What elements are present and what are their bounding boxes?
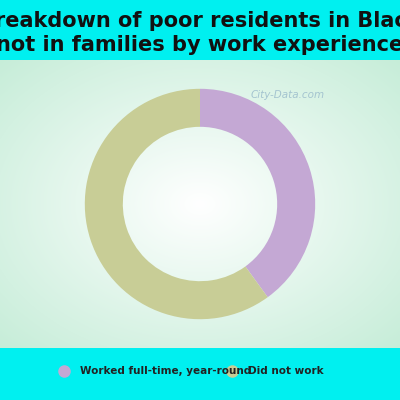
- Wedge shape: [200, 89, 315, 297]
- Text: City-Data.com: City-Data.com: [251, 90, 325, 100]
- Text: Worked full-time, year-round: Worked full-time, year-round: [80, 366, 251, 376]
- Text: Breakdown of poor residents in Black
not in families by work experience: Breakdown of poor residents in Black not…: [0, 11, 400, 55]
- Text: Did not work: Did not work: [248, 366, 324, 376]
- Wedge shape: [85, 89, 268, 319]
